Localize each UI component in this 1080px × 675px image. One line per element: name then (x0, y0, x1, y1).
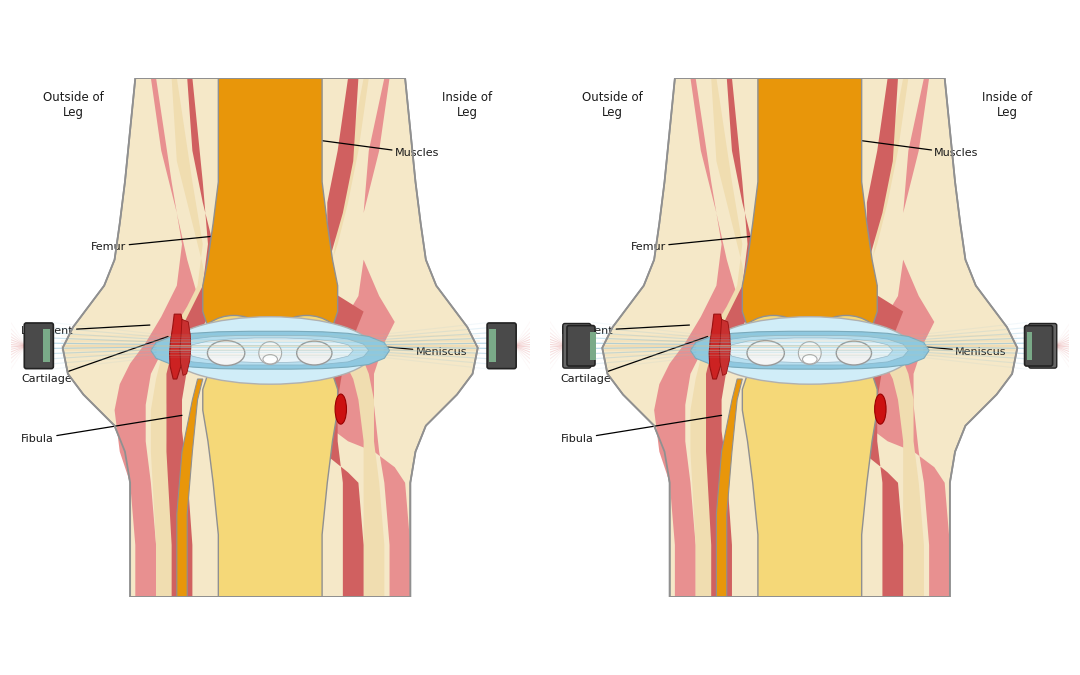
FancyBboxPatch shape (1025, 325, 1053, 366)
Text: Meniscus: Meniscus (359, 344, 467, 357)
Ellipse shape (335, 394, 347, 424)
Polygon shape (322, 78, 384, 597)
FancyBboxPatch shape (1029, 323, 1056, 368)
Text: Inside of
Leg: Inside of Leg (443, 91, 492, 119)
FancyBboxPatch shape (487, 323, 516, 369)
Ellipse shape (802, 354, 818, 364)
Polygon shape (296, 78, 364, 597)
Polygon shape (716, 379, 742, 597)
Text: Meniscus: Meniscus (897, 344, 1007, 357)
Ellipse shape (875, 394, 886, 424)
Polygon shape (690, 78, 747, 597)
Ellipse shape (255, 319, 286, 340)
FancyBboxPatch shape (563, 323, 591, 368)
Bar (1027, 332, 1031, 360)
Text: Fibula: Fibula (22, 415, 183, 443)
Polygon shape (846, 78, 950, 597)
Ellipse shape (740, 315, 807, 364)
FancyBboxPatch shape (24, 323, 53, 369)
Ellipse shape (273, 315, 340, 364)
Text: Ligament: Ligament (561, 325, 689, 335)
Polygon shape (166, 78, 218, 597)
Text: Tibia: Tibia (220, 583, 270, 593)
Ellipse shape (745, 352, 875, 370)
Text: Outside of
Leg: Outside of Leg (582, 91, 643, 119)
Bar (43, 329, 50, 362)
Text: Femur: Femur (631, 236, 752, 252)
Ellipse shape (262, 354, 278, 364)
Ellipse shape (747, 341, 784, 366)
Polygon shape (180, 319, 191, 375)
Polygon shape (170, 314, 185, 379)
Text: Cartilage: Cartilage (561, 336, 707, 384)
Polygon shape (836, 78, 903, 597)
Text: Outside of
Leg: Outside of Leg (43, 91, 104, 119)
Polygon shape (177, 379, 203, 597)
Text: Muscles: Muscles (320, 140, 440, 159)
Ellipse shape (794, 319, 825, 340)
Ellipse shape (836, 341, 872, 365)
Polygon shape (187, 338, 353, 362)
Polygon shape (203, 358, 338, 597)
Ellipse shape (812, 315, 880, 364)
Polygon shape (742, 358, 877, 597)
Ellipse shape (205, 352, 335, 370)
Polygon shape (151, 331, 390, 369)
Text: Muscles: Muscles (859, 140, 978, 159)
Text: Fibula: Fibula (561, 415, 721, 443)
Ellipse shape (297, 341, 332, 365)
Circle shape (259, 342, 282, 365)
Polygon shape (690, 331, 929, 369)
Text: Femur: Femur (91, 236, 212, 252)
Polygon shape (706, 78, 758, 597)
Polygon shape (712, 335, 908, 365)
Polygon shape (862, 78, 923, 597)
Polygon shape (742, 78, 877, 353)
Polygon shape (203, 78, 338, 353)
Bar (591, 332, 595, 360)
Text: Tibia: Tibia (760, 583, 810, 593)
Ellipse shape (207, 341, 245, 366)
Polygon shape (710, 314, 725, 379)
Polygon shape (307, 78, 410, 597)
Circle shape (798, 342, 821, 365)
Text: Cartilage: Cartilage (22, 336, 168, 384)
Polygon shape (114, 78, 198, 597)
Polygon shape (151, 78, 208, 597)
Polygon shape (172, 335, 368, 365)
Text: Ligament: Ligament (22, 325, 150, 335)
Polygon shape (63, 78, 477, 597)
Ellipse shape (200, 315, 268, 364)
Polygon shape (727, 338, 893, 362)
Text: Inside of
Leg: Inside of Leg (982, 91, 1032, 119)
Polygon shape (654, 78, 738, 597)
Ellipse shape (166, 317, 374, 384)
FancyBboxPatch shape (567, 325, 595, 366)
Ellipse shape (706, 317, 914, 384)
Polygon shape (719, 319, 730, 375)
Polygon shape (603, 78, 1017, 597)
Bar (489, 329, 496, 362)
